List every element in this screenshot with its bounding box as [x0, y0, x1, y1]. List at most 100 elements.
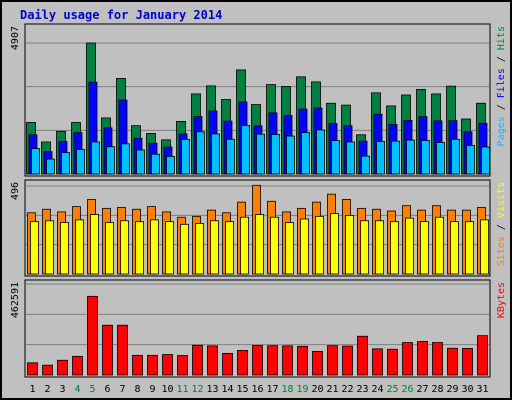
panel-0-pages-bar-day-2 [46, 158, 55, 175]
panel-2-kbytes-bar-day-9 [147, 354, 158, 376]
panel-0-pages-bar-day-20 [316, 129, 325, 175]
panel-0-pages-bar-day-26 [406, 139, 415, 175]
panel-2-kbytes-bar-day-23 [357, 335, 368, 376]
panel-1-sites-bar-day-31 [480, 219, 489, 275]
panel-0-pages-bar-day-19 [301, 132, 310, 175]
panel-0-pages-bar-day-27 [421, 140, 430, 175]
day-label-20: 20 [311, 384, 323, 395]
panel-1-sites-bar-day-22 [345, 215, 354, 275]
day-label-6: 6 [104, 384, 110, 395]
panel-0-pages-bar-day-30 [466, 145, 475, 175]
panel-0-pages-bar-day-1 [31, 148, 40, 175]
panel-2-max-label: 462591 [10, 282, 21, 318]
day-label-31: 31 [476, 384, 488, 395]
day-label-21: 21 [326, 384, 338, 395]
day-label-27: 27 [416, 384, 428, 395]
panel-0-pages-bar-day-21 [331, 140, 340, 175]
panel-2-kbytes-bar-day-15 [237, 350, 248, 376]
chart-title: Daily usage for January 2014 [20, 8, 223, 22]
panel-0-pages-bar-day-11 [181, 138, 190, 175]
day-label-13: 13 [206, 384, 218, 395]
panel-0-pages-bar-day-17 [271, 134, 280, 175]
panel-1-sites-bar-day-14 [225, 221, 234, 275]
day-label-17: 17 [266, 384, 278, 395]
panel-2-kbytes-bar-day-4 [72, 355, 83, 376]
panel-2-kbytes-bar-day-19 [297, 345, 308, 376]
day-label-8: 8 [134, 384, 140, 395]
panel-2-kbytes-bar-day-18 [282, 345, 293, 376]
panel-2-kbytes-bar-day-6 [102, 324, 113, 376]
panel-0-axis-label-part-1: / [496, 98, 507, 116]
panel-2-kbytes-bar-day-21 [327, 345, 338, 376]
panel-1-sites-bar-day-16 [255, 214, 264, 275]
day-label-1: 1 [29, 384, 35, 395]
panel-2-kbytes-bar-day-14 [222, 352, 233, 376]
panel-2-kbytes-bar-day-26 [402, 342, 413, 376]
panel-2-kbytes-bar-day-8 [132, 354, 143, 376]
panel-1-sites-bar-day-15 [240, 216, 249, 275]
panel-0-pages-bar-day-9 [151, 153, 160, 175]
panel-1-axis-label-part-2: Visits [496, 182, 507, 218]
day-label-28: 28 [431, 384, 443, 395]
panel-2-kbytes-bar-day-16 [252, 345, 263, 376]
panel-1-sites-bar-day-1 [30, 221, 39, 275]
panel-1-max-label: 496 [10, 182, 21, 200]
panel-0-pages-bar-day-5 [91, 141, 100, 175]
panel-0-pages-bar-day-18 [286, 135, 295, 175]
day-label-22: 22 [341, 384, 353, 395]
panel-1-sites-bar-day-12 [195, 223, 204, 275]
day-label-19: 19 [296, 384, 308, 395]
panel-1-sites-bar-day-2 [45, 220, 54, 275]
panel-0-pages-bar-day-10 [166, 155, 175, 175]
panel-2-kbytes-bar-day-20 [312, 350, 323, 376]
panel-1-sites-bar-day-6 [105, 222, 114, 275]
panel-0-pages-bar-day-31 [481, 146, 490, 175]
panel-2-kbytes-bar-day-12 [192, 344, 203, 376]
panel-1-sites-bar-day-17 [270, 216, 279, 275]
day-label-4: 4 [74, 384, 80, 395]
panel-1-sites-bar-day-27 [420, 221, 429, 275]
panel-2-kbytes-bar-day-31 [477, 335, 488, 376]
panel-0-pages-bar-day-16 [256, 133, 265, 175]
day-label-10: 10 [161, 384, 173, 395]
panel-1-sites-bar-day-18 [285, 222, 294, 275]
panel-0-pages-bar-day-24 [376, 141, 385, 175]
panel-1-sites-bar-day-23 [360, 220, 369, 275]
panel-1-sites-bar-day-11 [180, 223, 189, 275]
day-label-14: 14 [221, 384, 233, 395]
panel-0-max-label: 4907 [10, 26, 21, 50]
panel-0-pages-bar-day-29 [451, 138, 460, 175]
panel-2-axis-label: KBytes [496, 282, 507, 318]
panel-0-pages-bar-day-13 [211, 133, 220, 175]
panel-0-pages-bar-day-4 [76, 149, 85, 175]
panel-2-kbytes-bar-day-1 [27, 362, 38, 376]
panel-2-kbytes-bar-day-22 [342, 345, 353, 376]
day-label-9: 9 [149, 384, 155, 395]
day-label-23: 23 [356, 384, 368, 395]
panel-1-sites-bar-day-7 [120, 220, 129, 275]
panel-0-axis-label: Pages / Files / Hits [496, 26, 507, 146]
panel-1-axis-label: Sites / Visits [496, 182, 507, 266]
panel-2-kbytes-bar-day-25 [387, 348, 398, 376]
day-label-25: 25 [386, 384, 398, 395]
day-label-24: 24 [371, 384, 383, 395]
panel-0-pages-bar-day-28 [436, 142, 445, 175]
panel-2-kbytes-bar-day-5 [87, 295, 98, 376]
panel-1-sites-bar-day-4 [75, 219, 84, 275]
panel-2-kbytes-bar-day-17 [267, 345, 278, 376]
day-label-7: 7 [119, 384, 125, 395]
panel-2-axis-label-part-0: KBytes [496, 282, 507, 318]
panel-2-kbytes-bar-day-27 [417, 340, 428, 376]
panel-1-axis-label-part-1: / [496, 218, 507, 236]
panel-0-axis-label-part-2: Files [496, 68, 507, 98]
panel-0-axis-label-part-3: / [496, 50, 507, 68]
panel-0-pages-bar-day-7 [121, 143, 130, 175]
panel-1-sites-bar-day-3 [60, 222, 69, 275]
panel-0-pages-bar-day-15 [241, 125, 250, 175]
day-label-29: 29 [446, 384, 458, 395]
panel-1-sites-bar-day-21 [330, 213, 339, 275]
panel-0-pages-bar-day-25 [391, 140, 400, 175]
day-label-16: 16 [251, 384, 263, 395]
panel-1-sites-bar-day-28 [435, 216, 444, 275]
